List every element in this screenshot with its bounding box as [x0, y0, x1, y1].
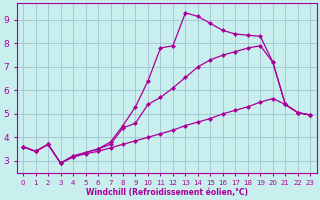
X-axis label: Windchill (Refroidissement éolien,°C): Windchill (Refroidissement éolien,°C): [86, 188, 248, 197]
